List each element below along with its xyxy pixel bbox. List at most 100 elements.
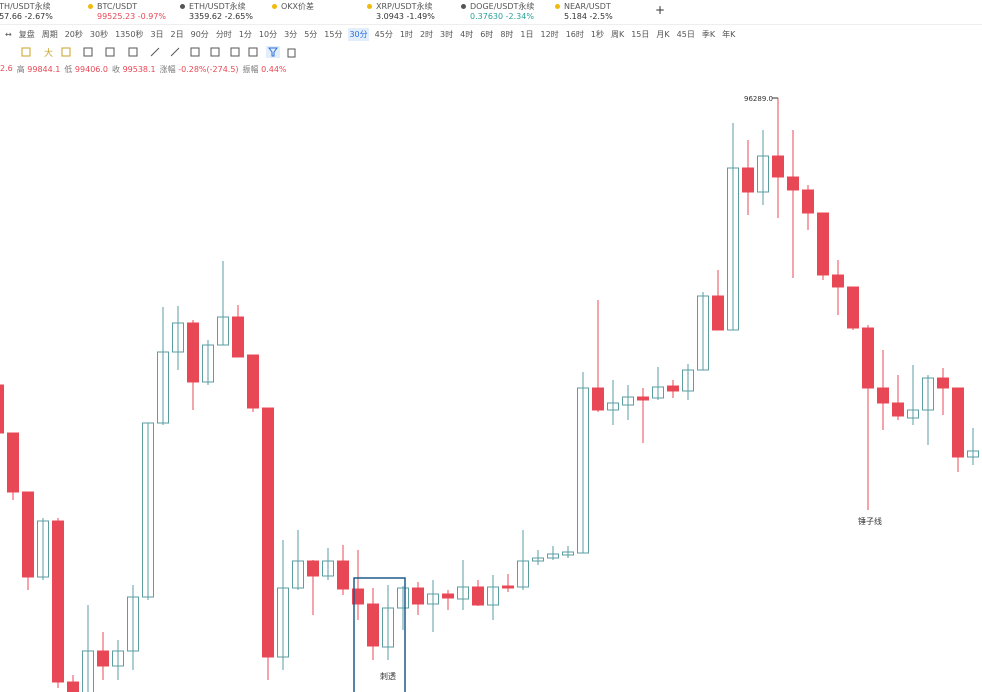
tab-price-row: 3359.62 -2.65% [180,12,253,22]
tab-name-row: NEAR/USDT [555,2,613,12]
tab-price: 99525.23 [97,12,136,21]
interval[interactable]: 30秒 [89,29,109,39]
tool-icon[interactable] [128,47,138,57]
interval[interactable]: 10分 [258,29,278,39]
tool-icon[interactable] [105,47,115,57]
coin-icon [461,4,466,9]
tool-icon[interactable] [61,47,71,57]
tool-icon[interactable] [150,47,160,57]
interval[interactable]: 3分 [284,29,298,39]
interval[interactable]: 8时 [500,29,514,39]
interval[interactable]: 1时 [399,29,413,39]
tab[interactable]: DOGE/USDT永续 0.37630 -2.34% [461,2,534,22]
interval[interactable]: 年K [722,29,736,39]
interval[interactable]: 6时 [480,29,494,39]
tab-change: -2.34% [505,12,534,21]
tab[interactable]: BTC/USDT 99525.23 -0.97% [88,2,166,22]
tab-price-row: 0.37630 -2.34% [461,12,534,22]
info-label: 高 [16,65,25,74]
tab-name: DOGE/USDT永续 [470,2,535,11]
tab-name: ETH/USDT永续 [0,2,51,11]
interval[interactable]: 1分 [238,29,252,39]
coin-icon [88,4,93,9]
tab-price: 0.37630 [470,12,504,21]
tab-price-row: 5.184 -2.5% [555,12,613,22]
candle-body [0,384,4,434]
tab-price-row: 857.66 -2.67% [0,12,53,22]
tab[interactable]: ETH/USDT永续857.66 -2.67% [0,2,53,22]
tool-icon[interactable] [210,47,220,57]
interval[interactable]: 2日 [170,29,184,39]
info-value: 99844.1 [27,65,61,74]
info-label: 振幅 [242,65,259,74]
tab-price: 3359.62 [189,12,223,21]
interval[interactable]: 45日 [676,29,695,39]
tool-icon[interactable] [170,47,180,57]
interval[interactable]: 3时 [440,29,454,39]
interval[interactable]: 45分 [374,29,393,39]
interval[interactable]: 30分 [348,27,369,41]
interval[interactable]: 2时 [419,29,434,39]
interval[interactable]: 15日 [631,29,650,39]
tab[interactable]: XRP/USDT永续 3.0943 -1.49% [367,2,435,22]
tool-icon[interactable] [248,47,258,57]
info-value: 0.44% [261,65,287,74]
interval[interactable]: 4时 [460,29,474,39]
info-item: 涨幅 -0.28%(-274.5) [160,64,239,75]
annotation: 刺透 [380,672,396,681]
tab-name-row: ETH/USDT永续 [0,2,53,12]
interval[interactable]: 20秒 [64,29,83,39]
tab-name: XRP/USDT永续 [376,2,433,11]
annotation: 锤子线 [858,516,882,526]
add-tab[interactable]: + [655,3,666,17]
tab-change: -1.49% [406,12,435,21]
interval[interactable]: 3日 [150,29,164,39]
tab-change: -0.97% [137,12,167,21]
info-value: 99406.0 [74,65,109,74]
interval[interactable]: 90分 [190,29,209,39]
tab-name-row: ETH/USDT永续 [180,2,253,12]
interval[interactable]: 16时 [565,29,584,39]
tool-icon[interactable] [230,47,240,57]
interval[interactable]: 1秒 [590,29,604,39]
period[interactable]: 周期 [41,29,58,39]
tab-price-row: 99525.23 -0.97% [88,12,166,22]
tab-name: OKX价差 [281,2,315,11]
interval[interactable]: 1日 [520,29,534,39]
interval[interactable]: 月K [656,29,670,39]
tool-big[interactable]: 大 [44,47,53,58]
interval[interactable]: 周K [610,29,625,39]
info-item: 2.6 [0,64,13,75]
replay[interactable]: 复盘 [18,29,35,39]
tab[interactable]: ETH/USDT永续 3359.62 -2.65% [180,2,253,22]
tool-icon[interactable] [21,47,31,57]
coin-icon [272,4,277,9]
tab-name: BTC/USDT [97,2,138,11]
info-value: 99538.1 [122,65,156,74]
tab-change: -2.5% [589,12,613,21]
info-label: 涨幅 [159,65,176,74]
high-label: 96289.0 [744,95,773,103]
info-item: 高 99844.1 [17,64,61,75]
tool-icon[interactable] [83,47,93,57]
tool-icon[interactable] [190,47,200,57]
tab-name-row: OKX价差 [272,2,314,12]
tab[interactable]: OKX价差 [272,2,314,12]
interval[interactable]: 分时 [215,29,232,39]
interval[interactable]: 5分 [304,29,318,39]
info-item: 振幅 0.44% [243,64,287,75]
coin-icon [180,4,185,9]
trash-icon[interactable] [287,48,296,58]
arrows-icon[interactable]: ↔ [5,29,12,39]
tab[interactable]: NEAR/USDT 5.184 -2.5% [555,2,613,22]
info-item: 收 99538.1 [112,64,156,75]
tab-name: NEAR/USDT [564,2,611,11]
interval[interactable]: 12时 [540,29,559,39]
tool-bar: 大 [21,46,296,58]
tab-price-row: 3.0943 -1.49% [367,12,435,22]
interval[interactable]: 季K [701,29,716,39]
interval[interactable]: 1350秒 [115,29,144,39]
tab-change: -2.65% [224,12,253,21]
info-item: 低 99406.0 [64,64,108,75]
interval[interactable]: 15分 [324,29,343,39]
